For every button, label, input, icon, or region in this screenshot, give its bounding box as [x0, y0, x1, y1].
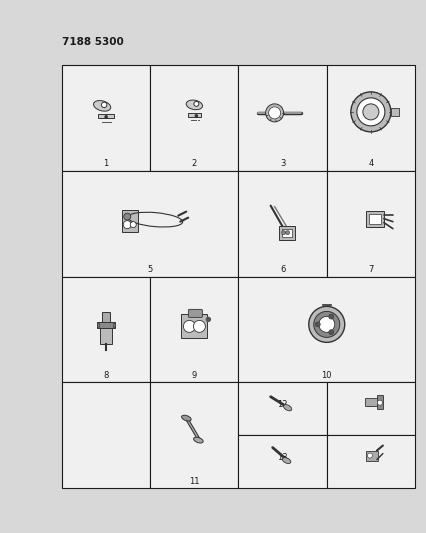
Bar [326, 382, 414, 435]
Circle shape [318, 317, 334, 333]
Bar [62, 277, 150, 382]
Circle shape [377, 400, 381, 405]
Bar [326, 171, 414, 277]
Text: 7188 5300: 7188 5300 [62, 37, 124, 47]
Text: 2: 2 [191, 159, 196, 168]
Bar [150, 382, 238, 488]
Ellipse shape [186, 100, 202, 110]
FancyBboxPatch shape [188, 309, 202, 317]
Bar [238, 171, 326, 277]
Bar [326, 65, 414, 171]
Bar [365, 211, 383, 227]
Circle shape [328, 314, 333, 319]
Ellipse shape [193, 437, 203, 443]
Circle shape [105, 116, 107, 118]
Circle shape [314, 322, 320, 327]
Text: 5: 5 [147, 265, 153, 274]
Text: 15: 15 [365, 453, 375, 462]
Text: 6: 6 [279, 265, 285, 274]
Bar [368, 214, 380, 224]
Circle shape [193, 101, 199, 107]
Circle shape [265, 104, 283, 122]
Circle shape [356, 98, 384, 126]
Ellipse shape [181, 415, 191, 421]
Text: 7: 7 [367, 265, 373, 274]
Bar [113, 324, 115, 327]
Text: 14: 14 [365, 400, 375, 409]
Circle shape [366, 453, 371, 458]
Bar [238, 65, 326, 171]
Text: 13: 13 [276, 453, 287, 462]
Bar [62, 65, 150, 171]
Circle shape [124, 213, 130, 220]
Circle shape [328, 330, 333, 335]
Text: 4: 4 [367, 159, 373, 168]
Bar [238, 382, 326, 435]
Text: 12: 12 [277, 400, 287, 409]
Bar [100, 326, 112, 344]
Text: 11: 11 [189, 477, 199, 486]
Bar [97, 324, 99, 327]
FancyBboxPatch shape [98, 114, 114, 118]
Text: 1: 1 [103, 159, 109, 168]
Bar [238, 435, 326, 488]
Text: 10: 10 [321, 371, 331, 379]
Text: 9: 9 [191, 371, 196, 379]
Ellipse shape [282, 458, 290, 464]
Bar [181, 314, 207, 338]
Circle shape [130, 222, 136, 228]
Bar [364, 398, 378, 406]
Bar [365, 450, 377, 461]
Text: 3: 3 [279, 159, 285, 168]
Circle shape [183, 320, 195, 333]
Text: 8: 8 [103, 371, 109, 379]
Bar [390, 108, 398, 116]
Circle shape [123, 221, 131, 229]
Circle shape [101, 102, 106, 108]
Bar [238, 277, 414, 382]
Circle shape [193, 320, 205, 333]
Bar [150, 277, 238, 382]
Circle shape [362, 104, 378, 120]
Bar [281, 229, 291, 237]
Bar [62, 171, 238, 277]
Bar [278, 225, 294, 240]
FancyBboxPatch shape [187, 113, 201, 117]
Bar [150, 65, 238, 171]
Circle shape [285, 231, 289, 235]
Circle shape [268, 107, 280, 119]
Ellipse shape [93, 101, 110, 111]
Ellipse shape [283, 405, 291, 411]
Circle shape [195, 115, 197, 117]
Bar [102, 312, 110, 325]
Circle shape [313, 311, 339, 337]
Bar [376, 395, 382, 409]
Bar [62, 382, 150, 488]
Circle shape [350, 92, 390, 132]
Bar [97, 322, 115, 328]
Bar [326, 435, 414, 488]
Circle shape [308, 306, 344, 342]
Circle shape [281, 231, 285, 235]
Circle shape [206, 317, 210, 321]
Bar [122, 209, 138, 232]
